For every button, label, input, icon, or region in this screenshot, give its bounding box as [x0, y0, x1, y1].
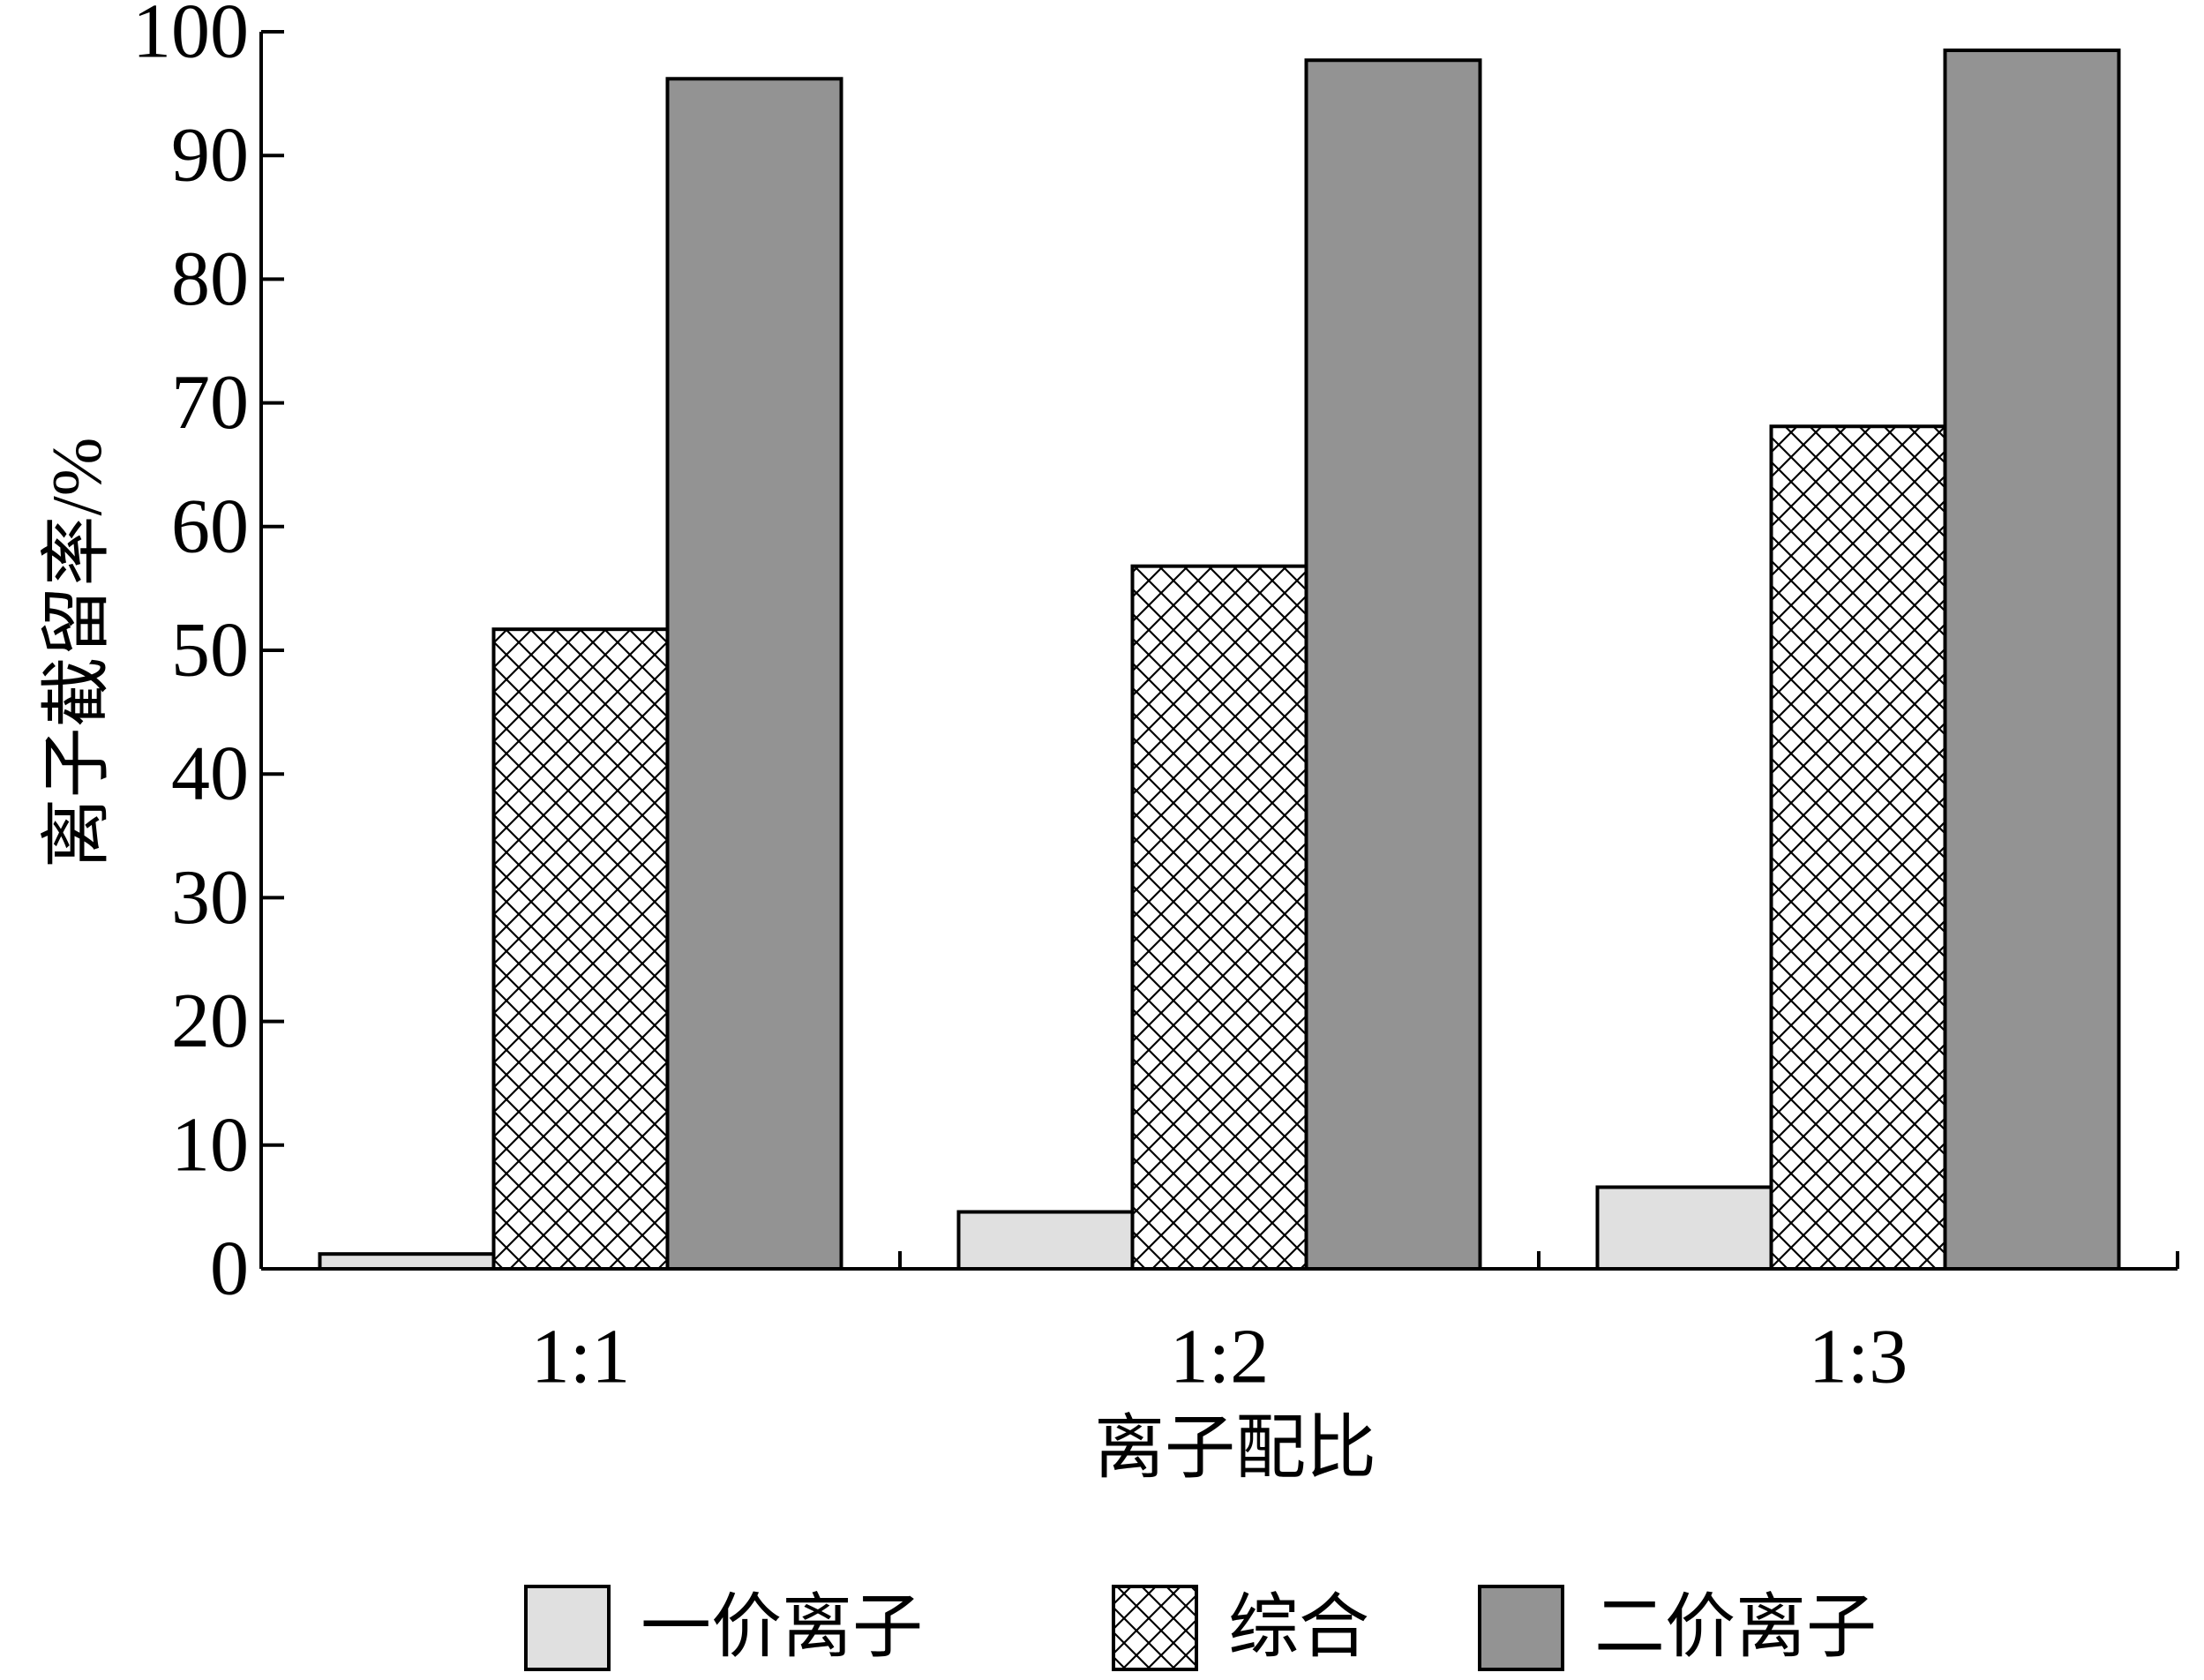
y-tick-label: 60: [171, 484, 249, 569]
y-axis-title: 离子截留率/%: [39, 438, 116, 869]
legend-label: 二价离子: [1594, 1589, 1877, 1667]
y-tick-label: 70: [171, 360, 249, 446]
x-axis-title: 离子配比: [1094, 1410, 1376, 1488]
y-tick-label: 10: [171, 1102, 249, 1188]
bar-1-2-3: [1304, 58, 1482, 1271]
bar-1-1-2: [491, 627, 670, 1271]
bar-1-3-3: [1943, 49, 2121, 1271]
y-tick-label: 20: [171, 979, 249, 1064]
y-tick-label: 80: [171, 236, 249, 322]
y-tick-label: 0: [210, 1226, 249, 1312]
legend-label: 一价离子: [641, 1589, 923, 1667]
y-tick-label: 30: [171, 855, 249, 941]
bar-1-3-2: [1769, 424, 1947, 1271]
legend: 一价离子 综合 二价离子: [524, 1585, 1877, 1671]
bars-group: [318, 49, 2121, 1271]
x-category-label: 1:3: [1809, 1315, 1908, 1400]
x-ticks: 1:1 1:2 1:3: [531, 1251, 2179, 1400]
y-tick-label: 100: [132, 0, 249, 75]
y-ticks: 0 10 20 30 40 50 60 70 80 90 100: [132, 0, 284, 1312]
bar-1-1-3: [665, 77, 843, 1271]
y-tick-label: 50: [171, 608, 249, 694]
bar-1-3-1: [1595, 1185, 1773, 1271]
legend-swatch: [524, 1585, 611, 1671]
legend-label: 综合: [1228, 1589, 1369, 1667]
x-category-label: 1:2: [1170, 1315, 1269, 1400]
y-tick-label: 90: [171, 113, 249, 199]
y-tick-label: 40: [171, 731, 249, 817]
x-category-label: 1:1: [531, 1315, 630, 1400]
legend-swatch: [1112, 1585, 1198, 1671]
bar-1-2-1: [956, 1210, 1135, 1271]
bar-1-1-1: [318, 1252, 496, 1271]
bar-1-2-2: [1130, 564, 1308, 1271]
legend-swatch: [1478, 1585, 1564, 1671]
